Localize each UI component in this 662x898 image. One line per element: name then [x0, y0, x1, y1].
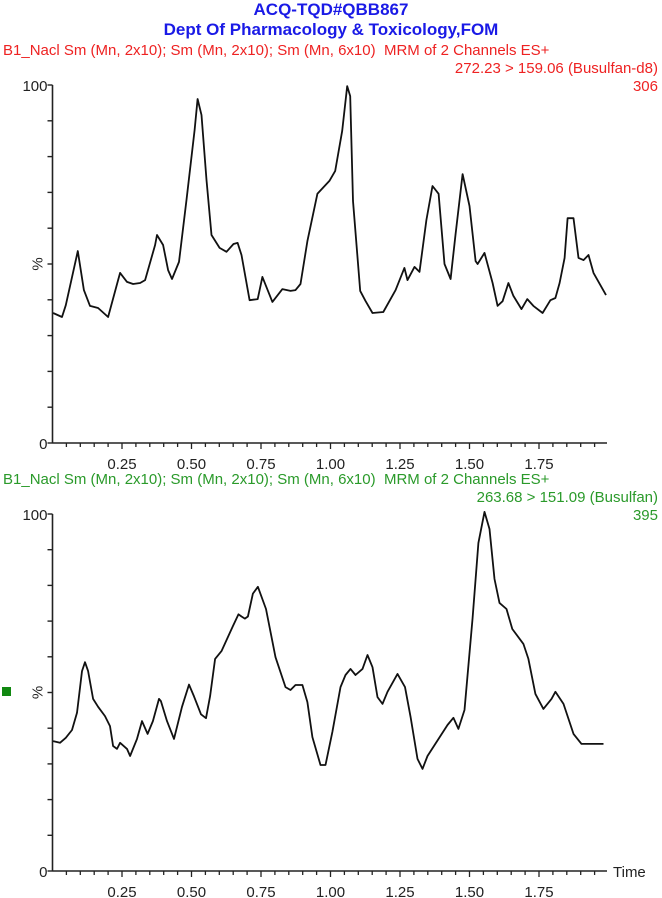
- x-tick-label: 1.25: [385, 884, 414, 898]
- x-tick-label: 0.50: [177, 884, 206, 898]
- bottom-trace-header: B1_Nacl Sm (Mn, 2x10); Sm (Mn, 2x10); Sm…: [3, 471, 549, 489]
- top-trace-scan-label: MRM of 2 Channels ES+: [383, 42, 550, 59]
- top-trace-line: [52, 85, 607, 318]
- y-unit-label: %: [30, 686, 47, 699]
- x-tick-label: 1.50: [455, 456, 484, 473]
- top-trace-transition: 272.23 > 159.06 (Busulfan-d8): [454, 60, 658, 77]
- x-tick-label: 1.50: [455, 884, 484, 898]
- bottom-trace-scan-label: MRM of 2 Channels ES+: [383, 471, 550, 488]
- y-max-label: 100: [22, 507, 47, 524]
- y-max-label: 100: [22, 78, 47, 95]
- acquisition-title: ACQ-TQD#QBB867: [253, 0, 409, 19]
- top-trace-sample-label: B1_Nacl Sm (Mn, 2x10); Sm (Mn, 2x10); Sm…: [3, 42, 376, 59]
- department-title: Dept Of Pharmacology & Toxicology,FOM: [163, 20, 499, 39]
- x-tick-label: 0.75: [246, 884, 275, 898]
- bottom-trace-transition: 263.68 > 151.09 (Busulfan): [476, 489, 658, 506]
- top-chromatogram: 0.25 0.50 0.75 1.00 1.25 1.50 1.75 100 0%: [22, 78, 607, 473]
- y-unit-label: %: [30, 257, 47, 270]
- bottom-chromatogram: 0.25 0.50 0.75 1.00 1.25 1.50 1.75 100 0% Time: [22, 507, 645, 898]
- x-tick-label: 0.75: [246, 456, 275, 473]
- x-tick-label: 0.50: [177, 456, 206, 473]
- top-axes: 0.25 0.50 0.75 1.00 1.25 1.50 1.75 100 0%: [22, 78, 607, 473]
- top-trace-intensity: 306: [632, 78, 658, 95]
- bottom-axes: 0.25 0.50 0.75 1.00 1.25 1.50 1.75 100 0% Time: [22, 507, 645, 898]
- x-tick-label: 0.25: [107, 456, 136, 473]
- x-axis-title: Time: [613, 864, 646, 881]
- bottom-trace-intensity: 395: [632, 507, 658, 524]
- x-tick-label: 1.75: [524, 884, 553, 898]
- x-tick-label: 1.00: [316, 884, 345, 898]
- bottom-trace-line: [52, 510, 604, 770]
- x-tick-label: 1.75: [524, 456, 553, 473]
- bottom-trace-sample-label: B1_Nacl Sm (Mn, 2x10); Sm (Mn, 2x10); Sm…: [3, 471, 376, 488]
- x-tick-label: 1.25: [385, 456, 414, 473]
- y-min-label: 0: [39, 436, 47, 453]
- selected-trace-marker[interactable]: [2, 687, 11, 696]
- x-tick-label: 1.00: [316, 456, 345, 473]
- x-tick-label: 0.25: [107, 884, 136, 898]
- top-trace-header: B1_Nacl Sm (Mn, 2x10); Sm (Mn, 2x10); Sm…: [3, 42, 549, 60]
- y-min-label: 0: [39, 864, 47, 881]
